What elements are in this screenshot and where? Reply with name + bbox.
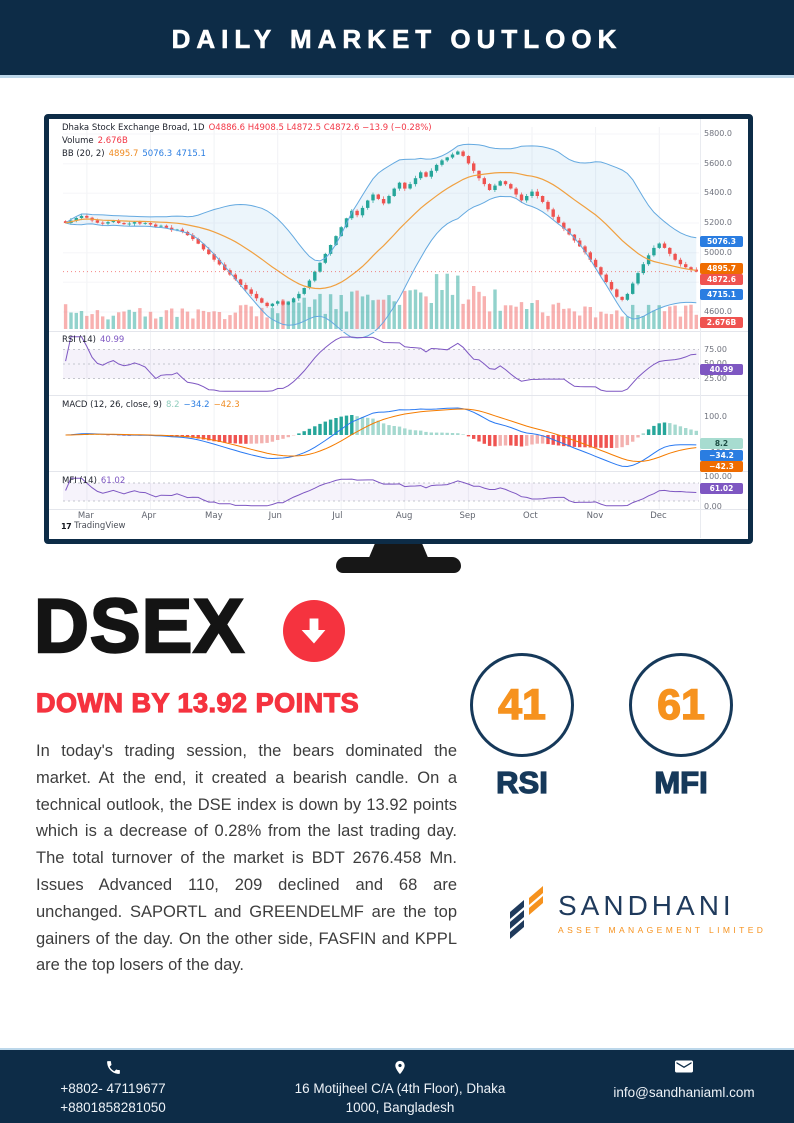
price-axis-tick: 5200.0	[704, 217, 732, 227]
phone-icon	[106, 1061, 120, 1074]
bb-upper-value: 5076.3	[142, 149, 173, 159]
footer-phone-2: +8801858281050	[60, 1100, 166, 1115]
bb-basis-value: 4895.7	[108, 149, 139, 159]
x-axis-month-label: Apr	[141, 511, 157, 521]
sandhani-logo-icon	[510, 886, 543, 939]
price-axis-tick: 5800.0	[704, 129, 732, 138]
tradingview-logo-icon: 17	[61, 521, 72, 531]
brand-logo: SANDHANI ASSET MANAGEMENT LIMITED	[505, 884, 766, 940]
footer-email-block: info@sandhaniaml.com	[574, 1050, 794, 1123]
page-title: DAILY MARKET OUTLOOK	[171, 24, 623, 55]
footer-phone-1: +8802- 47119677	[60, 1081, 166, 1096]
x-axis-month-label: Oct	[523, 511, 538, 521]
bb-label: BB (20, 2)	[62, 149, 105, 159]
chart-legend-volume-row: Volume 2.676B	[62, 136, 128, 146]
location-pin-icon	[395, 1060, 405, 1075]
market-summary-paragraph: In today's trading session, the bears do…	[36, 742, 457, 975]
rsi-label: RSI (14)	[62, 335, 96, 345]
footer-email[interactable]: info@sandhaniaml.com	[613, 1085, 755, 1100]
symbol-name: Dhaka Stock Exchange Broad, 1D	[62, 123, 205, 133]
mfi-value: 61.02	[100, 476, 126, 486]
mfi-axis-tick: 100.00	[704, 472, 732, 481]
macd-legend-row: MACD (12, 26, close, 9) 8.2 −34.2 −42.3	[62, 400, 240, 410]
x-axis-month-label: Sep	[459, 511, 476, 521]
macd-axis-badge: 8.2	[700, 438, 743, 449]
x-axis-month-label: Jun	[268, 511, 282, 521]
x-axis-month-label: May	[205, 511, 223, 521]
tradingview-watermark: 17 TradingView	[61, 521, 126, 531]
chart-legend-symbol-row: Dhaka Stock Exchange Broad, 1D O4886.6 H4…	[62, 123, 432, 133]
x-axis-month-label: Jul	[332, 511, 343, 521]
macd-label: MACD (12, 26, close, 9)	[62, 400, 162, 410]
footer-address-1: 16 Motijheel C/A (4th Floor), Dhaka	[294, 1081, 506, 1096]
price-axis-badge: 2.676B	[700, 317, 743, 328]
mfi-gauge-label: MFI	[654, 764, 709, 800]
chart-legend-bb-row: BB (20, 2) 4895.7 5076.3 4715.1	[62, 149, 206, 159]
chart-canvas	[49, 119, 748, 538]
footer-phone-block: +8802- 47119677 +8801858281050	[0, 1050, 226, 1123]
rsi-legend-row: RSI (14) 40.99	[62, 335, 124, 345]
mfi-axis-tick: 0.00	[704, 502, 722, 511]
monitor-stand-base	[336, 557, 461, 573]
email-icon	[675, 1060, 693, 1073]
x-axis-month-label: Dec	[650, 511, 667, 521]
macd-axis-badge: −34.2	[700, 449, 743, 461]
monitor-stand-neck	[368, 544, 429, 560]
headline-subtitle: DOWN BY 13.92 POINTS	[35, 687, 360, 718]
x-axis-month-label: Mar	[77, 511, 94, 521]
x-axis-month-label: Nov	[586, 511, 604, 521]
header-banner: DAILY MARKET OUTLOOK	[0, 0, 794, 78]
macd-line-value: −34.2	[183, 400, 210, 410]
footer-address-block: 16 Motijheel C/A (4th Floor), Dhaka 1000…	[226, 1050, 574, 1123]
brand-tagline: ASSET MANAGEMENT LIMITED	[558, 925, 767, 935]
rsi-value: 40.99	[99, 335, 125, 345]
down-arrow-icon	[301, 618, 326, 644]
tradingview-chart: Dhaka Stock Exchange Broad, 1D O4886.6 H4…	[49, 119, 748, 538]
price-axis-badge: 4895.7	[700, 262, 743, 274]
monitor-frame: Dhaka Stock Exchange Broad, 1D O4886.6 H4…	[44, 114, 753, 544]
macd-hist-value: 8.2	[165, 400, 180, 410]
mfi-gauge-circle: 61	[629, 653, 733, 757]
brand-name: SANDHANI	[558, 890, 735, 921]
volume-value: 2.676B	[97, 136, 128, 146]
rsi-axis-badge: 40.99	[700, 363, 743, 375]
bb-lower-value: 4715.1	[176, 149, 206, 159]
mfi-axis-badge: 61.02	[700, 483, 743, 495]
price-axis-badge: 4872.6	[700, 274, 743, 286]
price-axis-tick: 4600.0	[704, 306, 732, 316]
rsi-gauge-label: RSI	[496, 764, 549, 800]
volume-label: Volume	[62, 136, 94, 146]
rsi-gauge-circle: 41	[470, 653, 574, 757]
macd-axis-tick: 100.0	[704, 412, 727, 422]
price-axis-tick: 5400.0	[704, 188, 732, 198]
index-title: DSEX	[33, 583, 245, 670]
footer-address-2: 1000, Bangladesh	[345, 1100, 455, 1115]
rsi-gauge-value: 41	[497, 680, 546, 729]
price-axis-badge: 4715.1	[700, 289, 743, 301]
x-axis-month-label: Aug	[395, 511, 413, 521]
mfi-label: MFI (14)	[62, 476, 97, 486]
footer-bar: +8802- 47119677 +8801858281050 16 Motijh…	[0, 1048, 794, 1123]
rsi-axis-tick: 75.00	[704, 344, 727, 354]
price-axis-tick: 5600.0	[704, 158, 732, 168]
down-arrow-badge	[283, 600, 345, 662]
mfi-gauge-value: 61	[656, 680, 705, 729]
price-axis-badge: 5076.3	[700, 235, 743, 247]
mfi-legend-row: MFI (14) 61.02	[62, 476, 125, 486]
ohlc-values: O4886.6 H4908.5 L4872.5 C4872.6 −13.9 (−…	[208, 123, 432, 133]
rsi-axis-tick: 25.00	[704, 373, 727, 383]
macd-signal-value: −42.3	[213, 400, 240, 410]
tradingview-watermark-text: TradingView	[74, 521, 126, 531]
rsi-axis-tick: 50.00	[704, 359, 727, 368]
macd-axis-badge: −42.3	[700, 461, 743, 472]
price-axis-tick: 5000.0	[704, 247, 732, 257]
